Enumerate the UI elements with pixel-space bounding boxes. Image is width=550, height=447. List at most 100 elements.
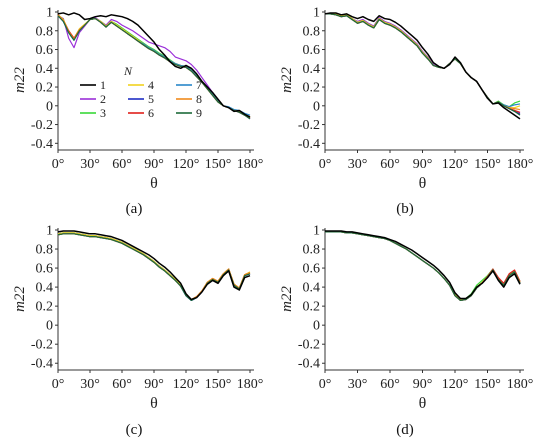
x-tick-label: 120° [173,157,200,172]
x-tick-label: 30° [80,157,100,172]
y-tick-label: 0.2 [36,81,54,96]
legend-entry-4: 4 [148,78,154,92]
x-tick-label: 150° [474,377,501,392]
y-tick-label: -0.2 [31,338,53,353]
y-tick-label: 0.2 [36,300,54,315]
x-tick-label: 180° [507,377,534,392]
y-tick-label: 0.2 [303,81,321,96]
y-tick-label: 1 [46,6,53,21]
y-tick-label: 1 [46,224,53,239]
y-axis-label: m22 [279,67,295,93]
series-line-7 [57,15,251,116]
series-line-1 [57,12,251,118]
y-tick-label: 0 [313,319,320,334]
x-tick-label: 150° [205,157,232,172]
y-axis-label: m22 [279,286,295,312]
series-line-1 [325,230,521,300]
y-tick-label: 0.8 [303,243,321,258]
y-tick-label: -0.4 [31,137,53,152]
y-tick-label: -0.2 [298,338,320,353]
y-tick-label: -0.4 [31,357,53,372]
x-axis-label: θ [150,395,158,412]
y-tick-label: 0.8 [36,24,54,39]
y-tick-label: -0.4 [298,137,320,152]
legend-entry-3: 3 [100,106,106,120]
panel-caption: (b) [396,201,414,217]
x-tick-label: 90° [144,377,164,392]
x-tick-label: 60° [380,377,400,392]
legend-entry-2: 2 [100,92,106,106]
x-axis-label: θ [150,175,158,192]
x-tick-label: 0° [319,157,332,172]
panel-c: -0.4 -0.2 0 0.2 0.4 0.6 0.8 1 0° 30° 60° 90° 120° 150… [12,224,263,439]
series-line-6 [325,13,521,113]
x-tick-label: 120° [442,157,469,172]
series-line-9 [57,15,251,120]
x-tick-label: 90° [144,157,164,172]
series-line-7 [325,231,521,302]
series-line-8 [325,13,521,111]
y-tick-label: 0.8 [303,24,321,39]
x-tick-label: 0° [52,157,65,172]
series-line-7 [57,233,251,302]
x-tick-label: 30° [348,377,368,392]
y-tick-label: 0.2 [303,300,321,315]
x-tick-label: 180° [237,157,264,172]
x-tick-label: 120° [442,377,469,392]
series-line-1 [57,230,251,301]
x-tick-label: 180° [237,377,264,392]
x-tick-label: 60° [112,157,132,172]
x-tick-label: 60° [380,157,400,172]
series-line-5 [325,231,521,302]
y-tick-label: 0.8 [36,243,54,258]
y-tick-label: 0.6 [36,43,54,58]
x-tick-label: 150° [474,157,501,172]
series-line-6 [57,233,251,301]
legend-entry-6: 6 [148,106,154,120]
x-tick-label: 150° [205,377,232,392]
series-line-3 [325,231,521,301]
panel-caption: (a) [126,201,143,217]
y-tick-label: 0.6 [303,262,321,277]
series-line-4 [325,13,521,109]
y-tick-label: 0 [46,99,53,114]
series-line-9 [325,231,521,302]
series-line-4 [325,231,521,301]
series-line-2 [57,232,251,302]
legend-title: N [123,64,133,78]
y-tick-label: 0.4 [36,62,54,77]
x-tick-label: 120° [173,377,200,392]
y-tick-label: 1 [313,224,320,239]
series-line-7 [325,13,521,108]
series-line-2 [325,13,521,114]
legend-entry-1: 1 [100,78,106,92]
y-tick-label: 0 [313,99,320,114]
y-tick-label: 1 [313,6,320,21]
series-line-1 [324,12,521,120]
panel-d: -0.4 -0.2 0 0.2 0.4 0.6 0.8 1 0° 30° 60° 90° 120° 150… [279,224,533,439]
x-tick-label: 0° [52,377,65,392]
y-tick-label: 0 [46,319,53,334]
legend-entry-8: 8 [196,92,202,106]
panel-caption: (d) [396,422,414,438]
x-tick-label: 60° [112,377,132,392]
y-tick-label: -0.2 [298,118,320,133]
series-line-8 [57,233,251,301]
x-axis-label: θ [419,395,427,412]
y-tick-label: -0.4 [298,357,320,372]
panel-b: -0.4 -0.2 0 0.2 0.4 0.6 0.8 1 0° 30° 60° 90° 120° 150… [279,6,533,218]
series-line-5 [57,233,251,302]
x-tick-label: 180° [507,157,534,172]
legend-entry-5: 5 [148,92,154,106]
y-tick-label: -0.2 [31,118,53,133]
panel-caption: (c) [126,422,143,438]
y-tick-label: 0.4 [303,62,321,77]
legend-entry-7: 7 [196,78,202,92]
series-line-2 [325,231,521,302]
series-line-4 [57,232,251,301]
x-tick-label: 90° [413,377,433,392]
series-line-6 [325,231,521,302]
x-tick-label: 30° [348,157,368,172]
x-tick-label: 0° [319,377,332,392]
